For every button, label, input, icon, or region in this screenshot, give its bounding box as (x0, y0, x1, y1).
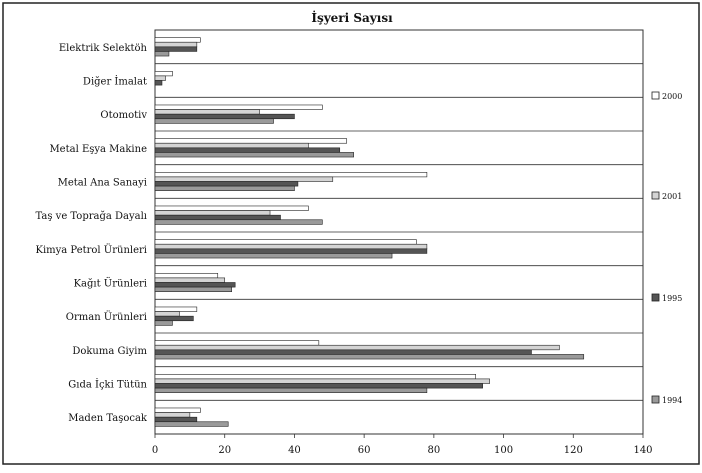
bar-2001-12 (154, 412, 191, 418)
bar-2001-10 (154, 344, 560, 351)
legend-label-2000: 2000 (662, 92, 682, 101)
category-label: Metal Eşya Makine (49, 144, 147, 155)
bar-1994-7 (154, 253, 393, 259)
bar-1995-8 (154, 282, 236, 288)
legend-swatch-2000 (651, 91, 660, 100)
bar-2000-9 (154, 306, 198, 312)
bar-2000-2 (154, 71, 173, 77)
bar-2001-2 (154, 75, 166, 81)
x-tick-label: 60 (358, 445, 371, 456)
legend-label-1994: 1994 (662, 396, 682, 405)
x-tick-label: 40 (288, 445, 301, 456)
category-label: Gıda İçki Tütün (68, 379, 147, 391)
category-label: Kağıt Ürünleri (74, 278, 147, 290)
category-label: Orman Ürünleri (66, 311, 147, 323)
legend-label-2001: 2001 (662, 192, 682, 201)
category-label: Dokuma Giyim (72, 346, 147, 357)
bar-2001-6 (154, 210, 271, 216)
chart-title: İşyeri Sayısı (311, 10, 393, 25)
bar-1995-12 (154, 416, 198, 423)
bar-1995-6 (154, 214, 281, 221)
x-tick-label: 20 (218, 445, 231, 456)
x-tick-label: 80 (427, 445, 440, 456)
bar-1994-5 (154, 185, 295, 192)
bar-2001-4 (154, 142, 309, 149)
bar-1995-3 (154, 113, 295, 120)
category-label: Diğer İmalat (83, 76, 147, 88)
bar-2001-5 (154, 176, 334, 182)
plot-layer: Elektrik Selektöh Diğer İmalat Otomotiv Met… (35, 29, 653, 456)
bar-1995-10 (154, 349, 532, 355)
bar-2000-5 (154, 172, 428, 178)
bar-2001-1 (154, 41, 198, 48)
category-label: Maden Taşocak (68, 413, 148, 424)
bar-2000-1 (154, 37, 201, 43)
bar-2001-3 (154, 109, 260, 115)
category-label: Elektrik Selektöh (59, 43, 148, 54)
bar-1995-5 (154, 181, 299, 187)
bar-1994-8 (154, 286, 232, 293)
bar-1995-9 (154, 315, 194, 322)
bar-2001-7 (154, 243, 428, 250)
bar-1995-2 (154, 80, 163, 86)
legend-swatch-2001 (651, 191, 660, 200)
bar-1994-9 (154, 320, 173, 326)
bar-2000-12 (154, 407, 201, 413)
bar-2000-4 (154, 138, 348, 144)
category-label: Taş ve Toprağa Dayalı (36, 211, 148, 222)
bar-2000-11 (154, 373, 476, 380)
legend-swatch-1995 (651, 293, 660, 302)
bar-1994-4 (154, 152, 354, 158)
bar-1994-6 (154, 219, 323, 225)
x-tick-label: 120 (564, 445, 583, 456)
bar-2000-6 (154, 205, 309, 211)
bar-2001-9 (154, 311, 180, 317)
bar-1995-11 (154, 383, 483, 389)
category-label: Otomotiv (100, 110, 147, 121)
legend: 2000 2001 1995 1994 (651, 91, 682, 405)
x-tick-label: 140 (633, 445, 652, 456)
x-tick-label: 0 (152, 445, 158, 456)
bar-2000-8 (154, 272, 219, 279)
bar-1995-1 (154, 46, 198, 52)
bar-2001-8 (154, 277, 226, 283)
x-tick-label: 100 (494, 445, 513, 456)
category-label: Metal Ana Sanayi (58, 178, 147, 189)
bar-2000-3 (154, 104, 323, 110)
bar-1995-4 (154, 147, 341, 153)
bar-1994-11 (154, 387, 428, 394)
outer-frame (2, 2, 700, 465)
bar-1994-1 (154, 51, 170, 57)
legend-swatch-1994 (651, 395, 660, 404)
bar-1994-10 (154, 354, 585, 360)
bar-2000-7 (154, 239, 417, 245)
bar-2000-10 (154, 340, 320, 346)
bar-1994-12 (154, 421, 229, 427)
category-label: Kimya Petrol Ürünleri (35, 244, 147, 256)
bar-1995-7 (154, 248, 428, 254)
legend-label-1995: 1995 (662, 294, 682, 303)
bar-2001-11 (154, 378, 490, 384)
bar-1994-3 (154, 118, 274, 124)
